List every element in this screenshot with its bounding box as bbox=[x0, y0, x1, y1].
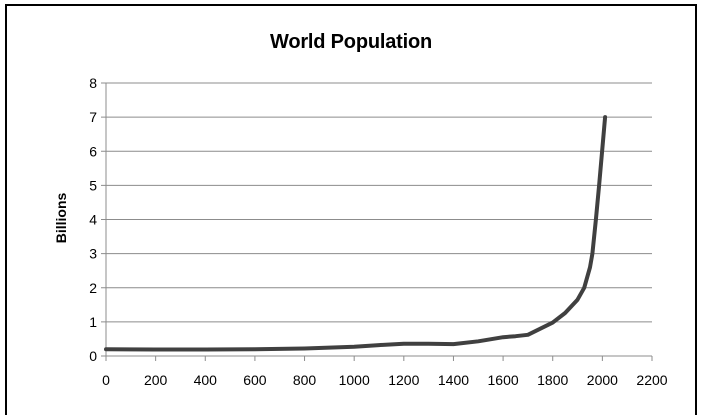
x-tick-label-1800: 1800 bbox=[537, 372, 568, 388]
series-layer bbox=[104, 115, 608, 352]
x-tick-label-200: 200 bbox=[144, 372, 168, 388]
x-tick-label-0: 0 bbox=[102, 372, 110, 388]
y-tick-label-1: 1 bbox=[89, 314, 97, 330]
chart-title: World Population bbox=[270, 31, 432, 53]
x-tick-label-800: 800 bbox=[293, 372, 317, 388]
y-tick-label-6: 6 bbox=[89, 143, 97, 159]
x-tick-label-1400: 1400 bbox=[438, 372, 469, 388]
x-tick-label-2200: 2200 bbox=[636, 372, 667, 388]
series-line-0 bbox=[104, 115, 608, 352]
y-tick-label-2: 2 bbox=[89, 280, 97, 296]
y-tick-label-3: 3 bbox=[89, 246, 97, 262]
x-tick-label-1000: 1000 bbox=[339, 372, 370, 388]
y-tick-label-5: 5 bbox=[89, 177, 97, 193]
grid-lines bbox=[106, 82, 652, 323]
x-tick-label-2000: 2000 bbox=[587, 372, 618, 388]
y-axis-label: Billions bbox=[53, 193, 69, 244]
tick-labels: 0 1 2 3 4 5 6 7 8 0 200 400 600 800 1000 1200 1400 1600 18… bbox=[89, 75, 668, 388]
axes bbox=[101, 82, 653, 361]
x-tick-label-1200: 1200 bbox=[388, 372, 419, 388]
y-tick-label-4: 4 bbox=[89, 212, 97, 228]
y-tick-label-7: 7 bbox=[89, 109, 97, 125]
y-tick-label-8: 8 bbox=[89, 75, 97, 91]
x-tick-label-1600: 1600 bbox=[488, 372, 519, 388]
x-tick-label-600: 600 bbox=[243, 372, 267, 388]
x-tick-label-400: 400 bbox=[194, 372, 218, 388]
y-tick-label-0: 0 bbox=[89, 348, 97, 364]
